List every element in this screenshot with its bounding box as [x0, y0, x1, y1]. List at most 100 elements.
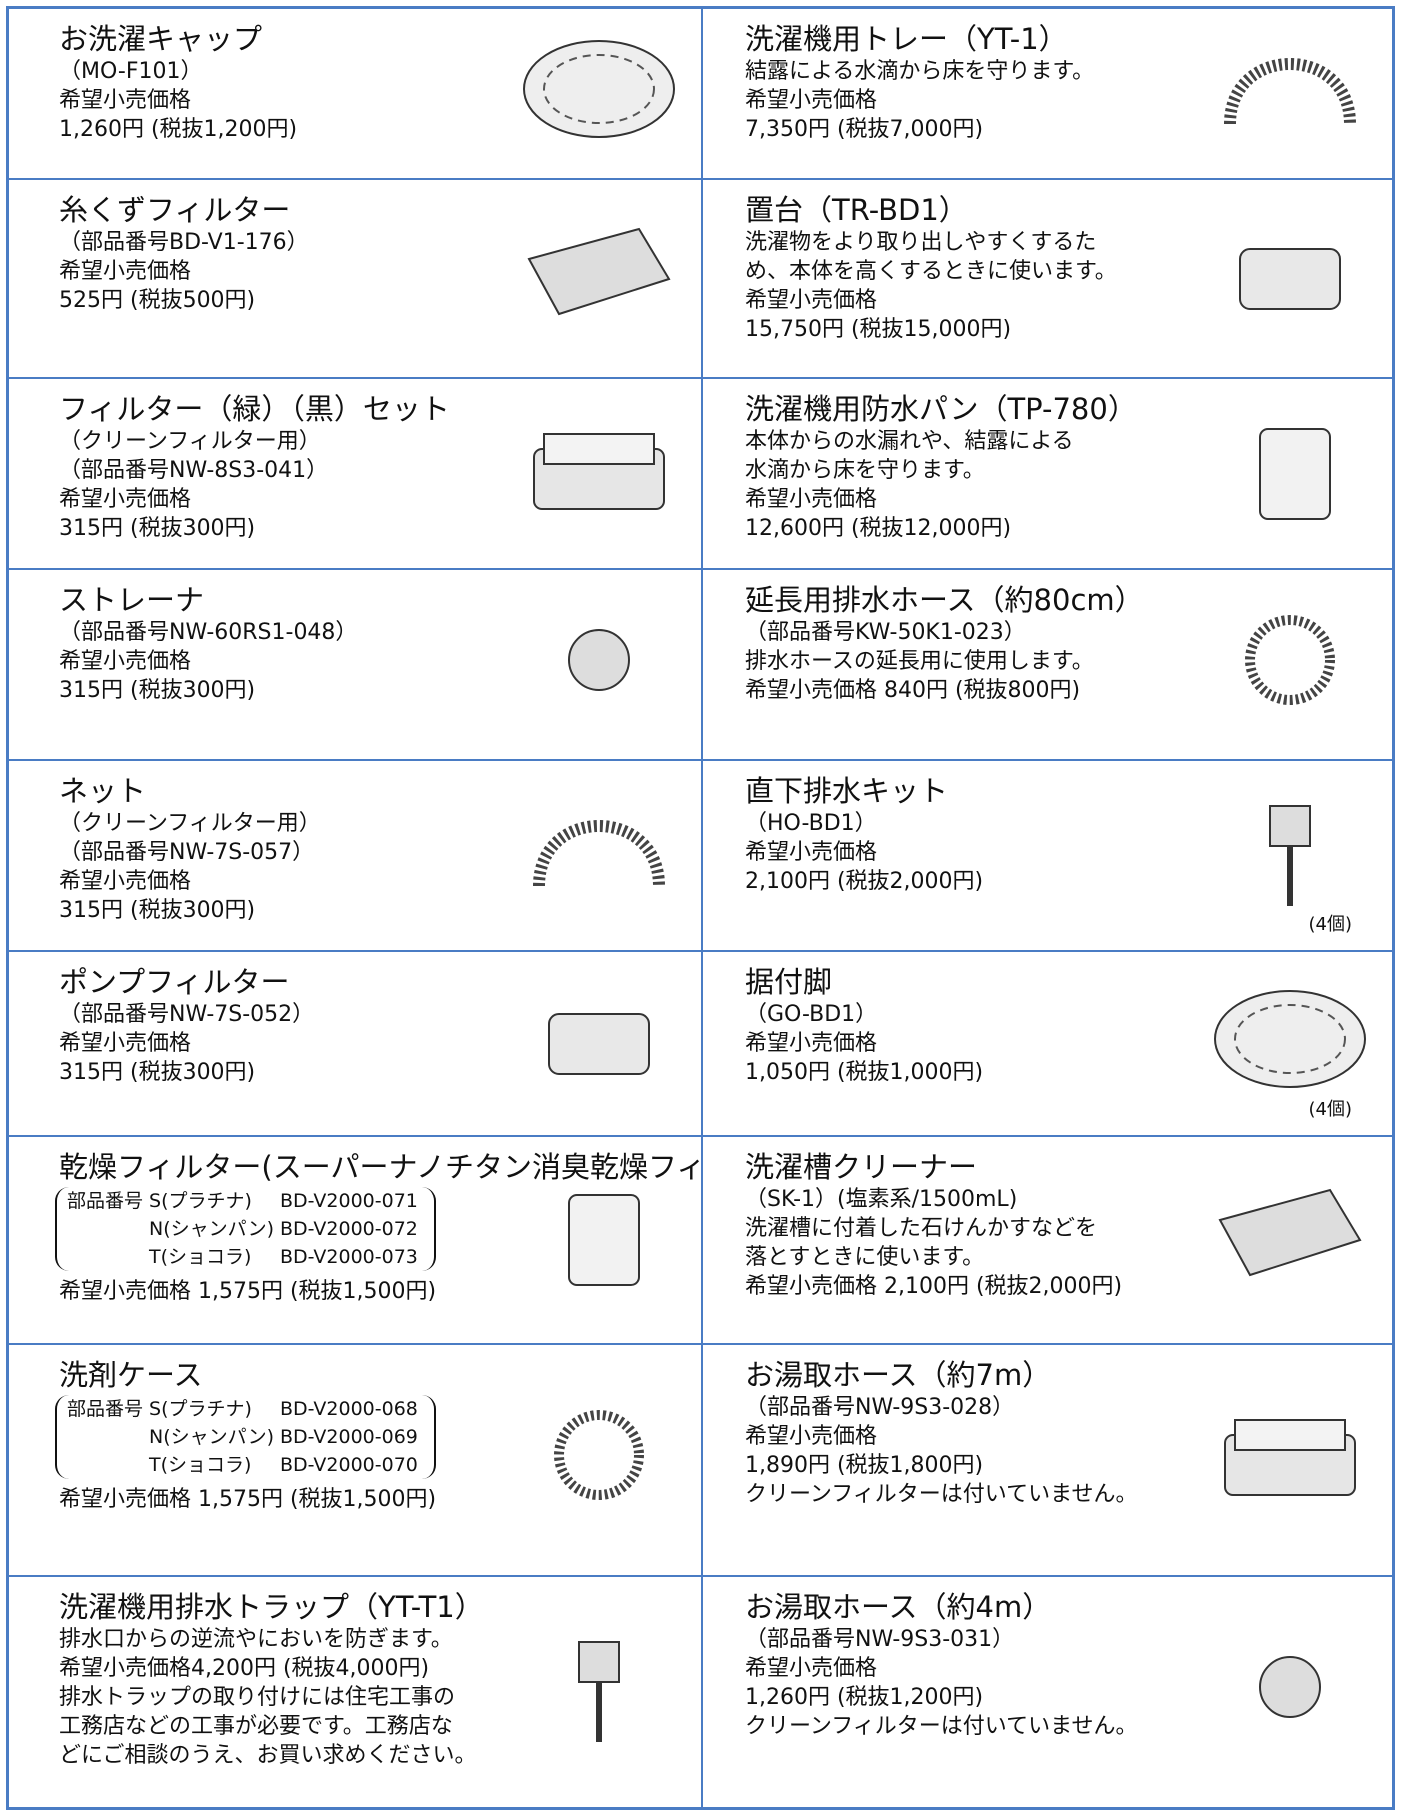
item-line: （GO-BD1）	[745, 1002, 878, 1027]
item-title: 洗濯機用防水パン（TP-780）	[745, 392, 1137, 426]
item-line: （部品番号NW-7S-052）	[59, 1002, 315, 1027]
item-line: 工務店などの工事が必要です。工務店な	[59, 1714, 453, 1739]
product-image	[1214, 989, 1366, 1088]
item-line: 排水ホースの延長用に使用します。	[745, 649, 1094, 674]
product-image	[527, 227, 671, 315]
item-line: 希望小売価格 1,575円 (税抜1,500円)	[59, 1487, 437, 1512]
item-cell: 洗濯機用防水パン（TP-780） 本体からの水漏れや、結露による 水滴から床を守りま…	[703, 379, 1392, 570]
item-title: お洗濯キャップ	[59, 22, 263, 56]
item-line: 洗濯槽に付着した石けんかすなどを	[745, 1216, 1098, 1241]
part-table: 部品番号 S(プラチナ) BD-V2000-068 N(シャンパン) BD-V2000-…	[67, 1395, 424, 1479]
item-line: 排水口からの逆流やにおいを防ぎます。	[59, 1627, 453, 1652]
item-line: 希望小売価格	[745, 840, 878, 865]
part-cell: S(プラチナ)	[149, 1190, 252, 1212]
product-image	[1239, 247, 1341, 310]
item-line: （HO-BD1）	[745, 811, 877, 836]
product-image	[1259, 427, 1331, 520]
part-cell	[67, 1451, 149, 1479]
item-title: 置台（TR-BD1）	[745, 193, 968, 227]
item-line: 希望小売価格	[745, 487, 878, 512]
item-line: 1,260円 (税抜1,200円)	[745, 1685, 984, 1710]
product-image	[568, 628, 630, 691]
item-line: 希望小売価格	[59, 869, 192, 894]
item-cell: 洗濯機用排水トラップ（YT-T1） 排水口からの逆流やにおいを防ぎます。 希望小売価…	[9, 1577, 703, 1807]
item-line: （部品番号NW-8S3-041）	[59, 458, 329, 483]
item-title: 直下排水キット	[745, 774, 949, 808]
item-line: 希望小売価格	[59, 259, 192, 284]
item-title: お湯取ホース（約4m）	[745, 1590, 1052, 1624]
part-cell: N(シャンパン)	[149, 1426, 275, 1448]
item-line: どにご相談のうえ、お買い求めください。	[59, 1743, 477, 1768]
item-line: 希望小売価格	[59, 487, 192, 512]
item-cell: 据付脚 （GO-BD1） 希望小売価格 1,050円 (税抜1,000円) (4個)	[703, 952, 1392, 1137]
part-cell: BD-V2000-068	[280, 1398, 418, 1420]
item-title: ネット	[59, 774, 147, 808]
item-title: お湯取ホース（約7m）	[745, 1358, 1052, 1392]
item-line: クリーンフィルターは付いていません。	[745, 1482, 1138, 1507]
item-line: 希望小売価格	[745, 1031, 878, 1056]
item-line: 希望小売価格	[745, 88, 878, 113]
item-title: ストレーナ	[59, 583, 205, 617]
item-line: 525円 (税抜500円)	[59, 288, 256, 313]
item-cell: 糸くずフィルター （部品番号BD-V1-176） 希望小売価格 525円 (税抜500…	[9, 180, 703, 379]
part-cell: T(ショコラ)	[149, 1454, 252, 1476]
item-line: （部品番号NW-60RS1-048）	[59, 620, 358, 645]
item-line: 希望小売価格4,200円 (税抜4,000円)	[59, 1656, 430, 1681]
item-line: （部品番号NW-9S3-028）	[745, 1395, 1015, 1420]
item-line: 洗濯物をより取り出しやすくするた	[745, 230, 1097, 255]
item-line: （クリーンフィルター用）	[59, 429, 321, 454]
item-line: 7,350円 (税抜7,000円)	[745, 117, 984, 142]
item-line: （MO-F101）	[59, 59, 203, 84]
item-cell: お湯取ホース（約7m） （部品番号NW-9S3-028） 希望小売価格 1,890円 …	[703, 1345, 1392, 1577]
part-cell	[67, 1215, 149, 1243]
item-line: 1,050円 (税抜1,000円)	[745, 1060, 984, 1085]
item-title: 延長用排水ホース（約80cm）	[745, 583, 1144, 617]
part-cell: 部品番号	[67, 1190, 144, 1212]
item-title: 据付脚	[745, 965, 833, 999]
item-line: （部品番号KW-50K1-023）	[745, 620, 1026, 645]
product-image	[548, 1012, 650, 1075]
product-image	[554, 1410, 644, 1500]
item-line: 希望小売価格 840円 (税抜800円)	[745, 678, 1081, 703]
item-line: （SK-1）(塩素系/1500mL)	[745, 1187, 1018, 1212]
part-row: 部品番号 S(プラチナ) BD-V2000-071	[67, 1187, 424, 1215]
product-image	[533, 819, 665, 886]
part-cell: BD-V2000-070	[280, 1454, 418, 1476]
product-image	[1259, 1656, 1321, 1718]
accessory-table: お洗濯キャップ （MO-F101） 希望小売価格 1,260円 (税抜1,200円) 洗…	[6, 6, 1395, 1810]
item-line: 排水トラップの取り付けには住宅工事の	[59, 1685, 456, 1710]
part-cell: N(シャンパン)	[149, 1218, 275, 1240]
item-line: （クリーンフィルター用）	[59, 811, 321, 836]
item-line: （部品番号BD-V1-176）	[59, 230, 309, 255]
item-title: 洗濯機用トレー（YT-1）	[745, 22, 1068, 56]
item-title: 糸くずフィルター	[59, 193, 291, 227]
part-cell: T(ショコラ)	[149, 1246, 252, 1268]
part-row: N(シャンパン) BD-V2000-072	[67, 1215, 424, 1243]
part-cell	[67, 1243, 149, 1271]
item-title: 洗濯槽クリーナー	[745, 1150, 978, 1184]
item-cell: フィルター（緑）（黒）セット （クリーンフィルター用） （部品番号NW-8S3-04…	[9, 379, 703, 570]
part-table: 部品番号 S(プラチナ) BD-V2000-071 N(シャンパン) BD-V2000-…	[67, 1187, 424, 1271]
part-cell: S(プラチナ)	[149, 1398, 252, 1420]
item-line: 315円 (税抜300円)	[59, 516, 256, 541]
item-line: 15,750円 (税抜15,000円)	[745, 317, 1012, 342]
product-image	[1245, 614, 1335, 705]
item-title: フィルター（緑）（黒）セット	[59, 392, 450, 426]
part-cell	[67, 1423, 149, 1451]
item-cell: 洗剤ケース 部品番号 S(プラチナ) BD-V2000-068 N(シャンパン) BD-V…	[9, 1345, 703, 1577]
item-line: クリーンフィルターは付いていません。	[745, 1714, 1138, 1739]
product-image	[578, 1641, 620, 1742]
item-line: 315円 (税抜300円)	[59, 898, 256, 923]
item-cell: ポンプフィルター （部品番号NW-7S-052） 希望小売価格 315円 (税抜300…	[9, 952, 703, 1137]
product-image	[1269, 804, 1311, 906]
item-line: 希望小売価格 1,575円 (税抜1,500円)	[59, 1279, 437, 1304]
item-line: 希望小売価格	[59, 88, 192, 113]
item-cell: ネット （クリーンフィルター用） （部品番号NW-7S-057） 希望小売価格 315円…	[9, 761, 703, 952]
part-cell: 部品番号	[67, 1398, 144, 1420]
part-numbers: 部品番号 S(プラチナ) BD-V2000-071 N(シャンパン) BD-V2000-…	[55, 1187, 436, 1271]
part-cell: BD-V2000-072	[280, 1218, 418, 1240]
item-line: 本体からの水漏れや、結露による	[745, 429, 1074, 454]
product-image	[1224, 57, 1356, 124]
